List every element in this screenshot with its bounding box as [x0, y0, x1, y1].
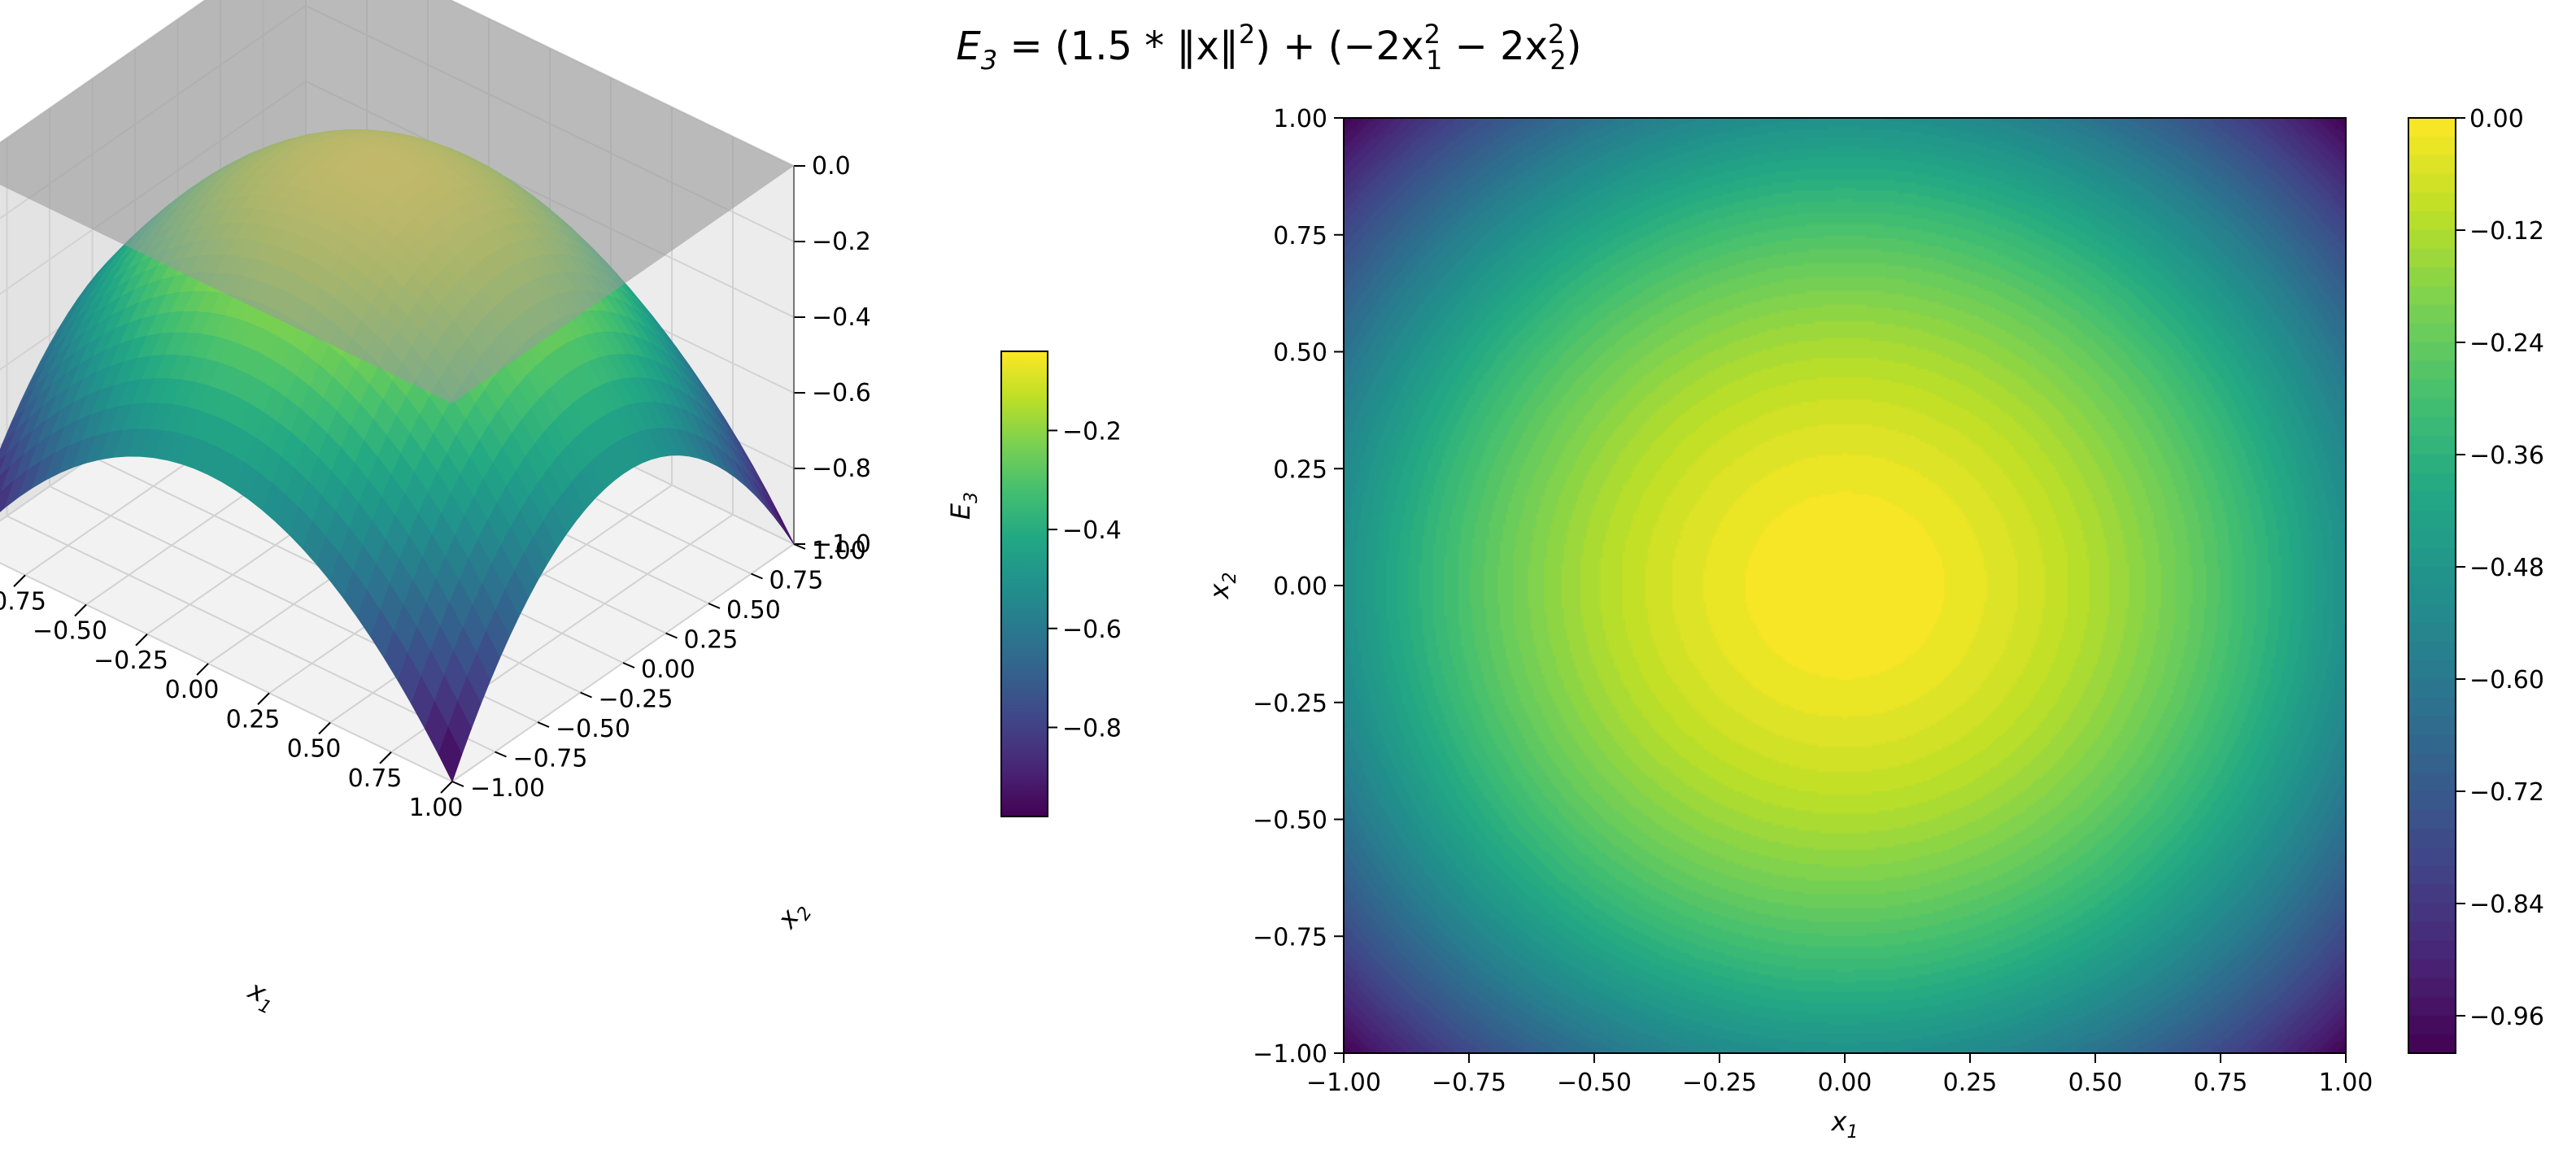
- heatmap-y-tick-label: 0.25: [1273, 455, 1327, 484]
- surface-y-tick-label: 0.00: [641, 655, 695, 684]
- heatmap-x-tick-label: −1.00: [1306, 1069, 1381, 1097]
- surface-colorbar-tick-label: −0.4: [1062, 516, 1122, 545]
- surface-colorbar-bar: [1000, 351, 1048, 817]
- surface-y-axis-label: x2: [770, 894, 816, 938]
- heatmap-y-ticks: −1.00 −0.75 −0.50 −0.25 0.00 0.25 0.50 0.75 1.00: [1253, 105, 1344, 1069]
- heatmap-x-tick-label: 1.00: [2319, 1069, 2373, 1097]
- surface-y-tick-label: −1.00: [470, 774, 545, 803]
- heatmap-colorbar-bar: [2408, 118, 2456, 1053]
- surface-z-tick-label: −0.4: [812, 303, 871, 332]
- surface-colorbar: −0.8 −0.6 −0.4 −0.2: [1000, 351, 1122, 817]
- heatmap-x-axis-label: x1: [1831, 1106, 1859, 1143]
- heatmap-y-axis-label: x2: [1204, 573, 1240, 600]
- surface-z-tick-label: −0.6: [812, 379, 871, 407]
- heatmap-colorbar-tick-label: −0.60: [2469, 666, 2544, 695]
- heatmap-colorbar-tick-label: −0.84: [2469, 891, 2544, 919]
- heatmap-image: [1344, 118, 2346, 1053]
- heatmap-y-tick-label: 0.00: [1273, 573, 1327, 601]
- surface-y-tick-label: 0.50: [726, 596, 781, 625]
- surface-colorbar-tick-label: −0.2: [1062, 417, 1122, 446]
- surface-y-tick-label: 0.25: [684, 626, 739, 655]
- heatmap-colorbar-tick-label: −0.24: [2469, 329, 2544, 358]
- heatmap-y-tick-label: −0.25: [1253, 690, 1327, 718]
- heatmap-colorbar-tick-label: −0.12: [2469, 217, 2544, 246]
- heatmap-y-tick-label: −0.50: [1253, 807, 1327, 835]
- surface-z-tick-label: −1.0: [812, 530, 871, 559]
- surface-x-tick-label: 0.00: [165, 676, 220, 704]
- heatmap-colorbar-tick-label: −0.96: [2469, 1003, 2544, 1031]
- figure-title: E3 = (1.5 * ‖x‖2) + (−2x2 1 − 2x2 2): [957, 19, 1582, 76]
- heatmap-x-tick-label: −0.25: [1682, 1069, 1757, 1097]
- surface-colorbar-tick-label: −0.8: [1062, 714, 1122, 742]
- surface-x-tick-label: −0.25: [94, 647, 168, 675]
- heatmap-y-tick-label: 0.75: [1273, 222, 1327, 250]
- heatmap-x-ticks: −1.00 −0.75 −0.50 −0.25 0.00 0.25 0.50 0.75 1.00: [1306, 1053, 2373, 1097]
- surface-x-axis-label: x1: [241, 973, 281, 1018]
- heatmap-x-tick-label: 0.75: [2194, 1069, 2248, 1097]
- surface-y-tick-label: −0.75: [513, 745, 588, 773]
- surface-plot: −1.00−0.75−0.50−0.250.000.250.500.751.00…: [0, 0, 982, 1019]
- surface-x-tick-label: 1.00: [409, 794, 464, 822]
- surface-tick-labels: −1.00−0.75−0.50−0.250.000.250.500.751.00…: [0, 152, 871, 822]
- surface-x-tick-label: −0.50: [33, 617, 107, 646]
- heatmap-colorbar: 0.00 −0.12 −0.24 −0.36 −0.48 −0.60 −0.72 −0.84 −…: [2408, 105, 2544, 1054]
- surface-y-tick-label: 0.75: [769, 567, 824, 595]
- surface-x-tick-label: 0.25: [226, 705, 281, 734]
- surface-x-tick-label: 0.50: [287, 735, 342, 764]
- heatmap-y-tick-label: 1.00: [1273, 105, 1327, 133]
- surface-y-tick-label: −0.25: [599, 686, 673, 714]
- heatmap-colorbar-tick-label: −0.72: [2469, 778, 2544, 807]
- surface-z-tick-label: −0.2: [812, 228, 871, 256]
- surface-y-tick-label: −0.50: [556, 715, 630, 743]
- heatmap-y-tick-label: −1.00: [1253, 1040, 1327, 1069]
- surface-x-tick-label: −0.75: [0, 587, 46, 616]
- surface-z-axis-label: E3: [945, 492, 982, 520]
- heatmap-colorbar-tick-label: −0.36: [2469, 442, 2544, 470]
- heatmap-y-tick-label: −0.75: [1253, 923, 1327, 952]
- heatmap-x-tick-label: 0.25: [1943, 1069, 1998, 1097]
- surface-colorbar-tick-label: −0.6: [1062, 616, 1122, 644]
- heatmap-y-tick-label: 0.50: [1273, 339, 1327, 368]
- surface-x-tick-label: 0.75: [348, 764, 403, 793]
- heatmap-x-tick-label: −0.75: [1432, 1069, 1506, 1097]
- heatmap-plot: −1.00 −0.75 −0.50 −0.25 0.00 0.25 0.50 0.75 1.00…: [1204, 105, 2373, 1143]
- heatmap-x-tick-label: 0.00: [1818, 1069, 1872, 1097]
- surface-zero-plane: [0, 0, 794, 403]
- surface-z-tick-label: 0.0: [812, 152, 851, 181]
- surface-y-tick-label: 1.00: [812, 537, 866, 565]
- heatmap-colorbar-tick-label: −0.48: [2469, 554, 2544, 582]
- heatmap-x-tick-label: −0.50: [1557, 1069, 1632, 1097]
- heatmap-colorbar-tick-label: 0.00: [2469, 105, 2524, 133]
- heatmap-x-tick-label: 0.50: [2068, 1069, 2123, 1097]
- surface-z-tick-label: −0.8: [812, 455, 871, 483]
